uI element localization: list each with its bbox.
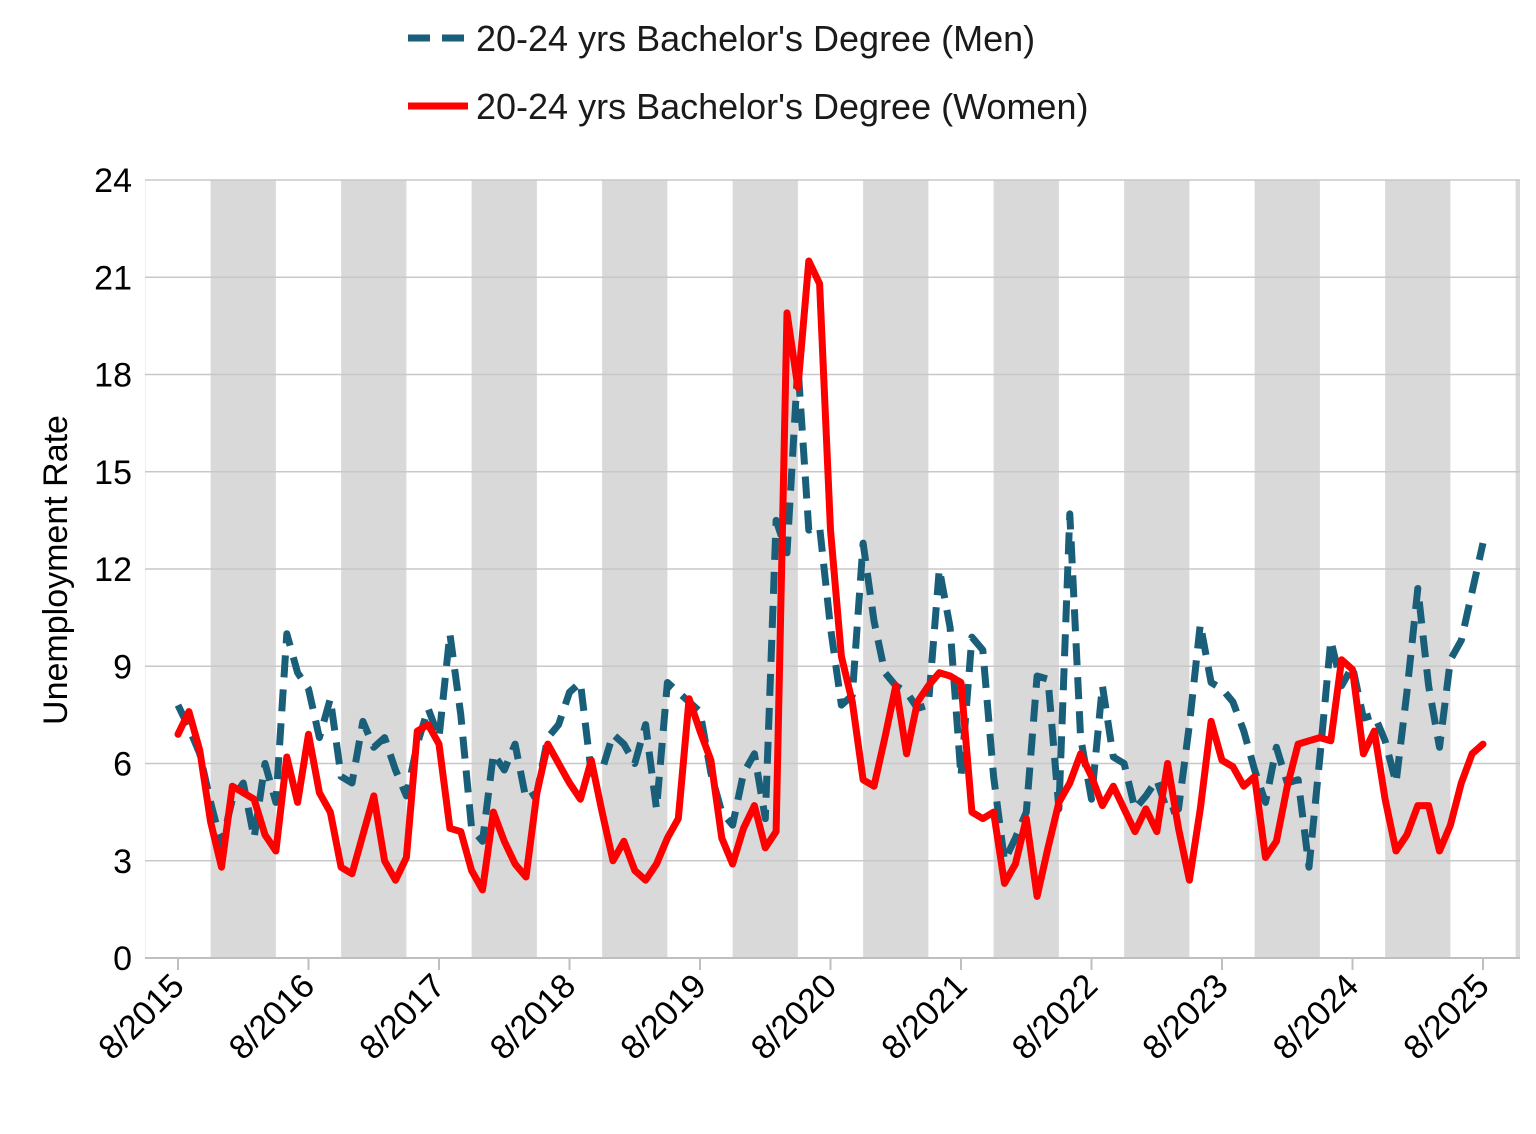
y-tick-label: 12: [94, 551, 132, 589]
y-tick-label: 9: [113, 648, 132, 686]
legend-label-men: 20-24 yrs Bachelor's Degree (Men): [476, 18, 1035, 59]
series-lines: [174, 257, 1487, 900]
x-tick-label: 8/2025: [1396, 967, 1496, 1067]
x-tick-label: 8/2017: [352, 967, 452, 1067]
series-line-women: [174, 257, 1487, 900]
y-tick-label: 6: [113, 746, 132, 784]
y-tick-label: 15: [94, 454, 132, 492]
y-axis: 0 3 6 9 12 15 18 21 24: [94, 162, 132, 978]
legend-label-women: 20-24 yrs Bachelor's Degree (Women): [476, 86, 1088, 127]
y-tick-label: 3: [113, 843, 132, 881]
x-tick-label: 8/2022: [1005, 967, 1105, 1067]
x-tick-label: 8/2016: [222, 967, 322, 1067]
x-axis: 8/2015 8/2016 8/2017 8/2018 8/2019 8/2020 8/20…: [91, 957, 1520, 1067]
y-tick-label: 18: [94, 357, 132, 395]
x-tick-label: 8/2019: [613, 967, 713, 1067]
y-tick-label: 21: [94, 259, 132, 297]
x-tick-label: 8/2020: [744, 967, 844, 1067]
x-tick-label: 8/2023: [1135, 967, 1235, 1067]
legend: 20-24 yrs Bachelor's Degree (Men) 20-24 …: [408, 18, 1088, 127]
y-tick-label: 0: [113, 940, 132, 978]
x-tick-label: 8/2024: [1266, 967, 1366, 1067]
y-tick-label: 24: [94, 162, 132, 200]
series-line-men: [174, 361, 1487, 871]
x-tick-label: 8/2021: [874, 967, 974, 1067]
x-tick-label: 8/2015: [91, 967, 191, 1067]
x-tick-label: 8/2018: [483, 967, 583, 1067]
y-axis-title: Unemployment Rate: [37, 415, 75, 725]
